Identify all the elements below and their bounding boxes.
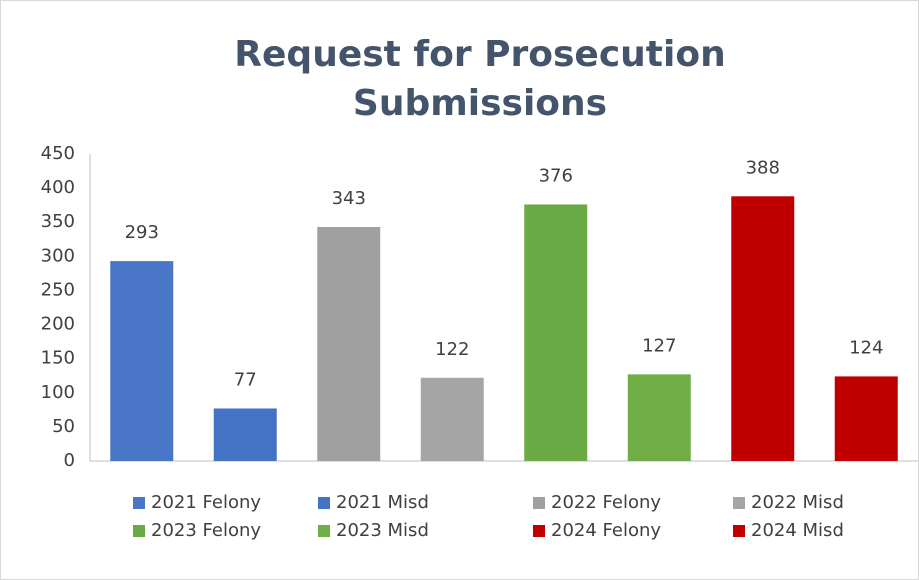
legend-label: 2023 Felony bbox=[151, 520, 261, 541]
legend-label: 2024 Felony bbox=[551, 520, 661, 541]
bar bbox=[731, 196, 795, 461]
legend-swatch bbox=[533, 525, 545, 537]
data-label: 122 bbox=[435, 339, 469, 360]
legend-label: 2021 Felony bbox=[151, 492, 261, 513]
y-tick-label: 200 bbox=[41, 314, 75, 335]
legend-swatch bbox=[133, 497, 145, 509]
y-tick-label: 350 bbox=[41, 211, 75, 232]
data-label: 376 bbox=[539, 165, 573, 186]
legend-swatch bbox=[133, 525, 145, 537]
legend-swatch bbox=[733, 525, 745, 537]
data-label: 124 bbox=[849, 337, 883, 358]
legend-swatch bbox=[733, 497, 745, 509]
y-tick-label: 100 bbox=[41, 382, 75, 403]
y-tick-label: 250 bbox=[41, 279, 75, 300]
y-tick-label: 400 bbox=[41, 177, 75, 198]
data-label: 127 bbox=[642, 335, 676, 356]
y-tick-label: 0 bbox=[64, 450, 75, 471]
bar bbox=[627, 374, 691, 461]
legend-label: 2022 Misd bbox=[751, 492, 844, 513]
legend-label: 2023 Misd bbox=[336, 520, 429, 541]
data-label: 388 bbox=[746, 157, 780, 178]
bar bbox=[213, 408, 277, 461]
y-tick-label: 150 bbox=[41, 348, 75, 369]
bar bbox=[524, 204, 588, 462]
data-label: 293 bbox=[125, 222, 159, 243]
y-tick-label: 300 bbox=[41, 245, 75, 266]
bar bbox=[834, 376, 898, 461]
legend-label: 2022 Felony bbox=[551, 492, 661, 513]
y-tick-label: 450 bbox=[41, 143, 75, 164]
chart-title: Request for Prosecution Submissions bbox=[234, 34, 726, 124]
data-label: 343 bbox=[332, 188, 366, 209]
data-label: 77 bbox=[234, 369, 257, 390]
legend-label: 2021 Misd bbox=[336, 492, 429, 513]
legend-swatch bbox=[533, 497, 545, 509]
legend-label: 2024 Misd bbox=[751, 520, 844, 541]
bar bbox=[420, 377, 484, 461]
legend-swatch bbox=[318, 525, 330, 537]
legend-swatch bbox=[318, 497, 330, 509]
bar bbox=[317, 226, 381, 461]
bar bbox=[110, 261, 174, 461]
y-tick-label: 50 bbox=[52, 416, 75, 437]
